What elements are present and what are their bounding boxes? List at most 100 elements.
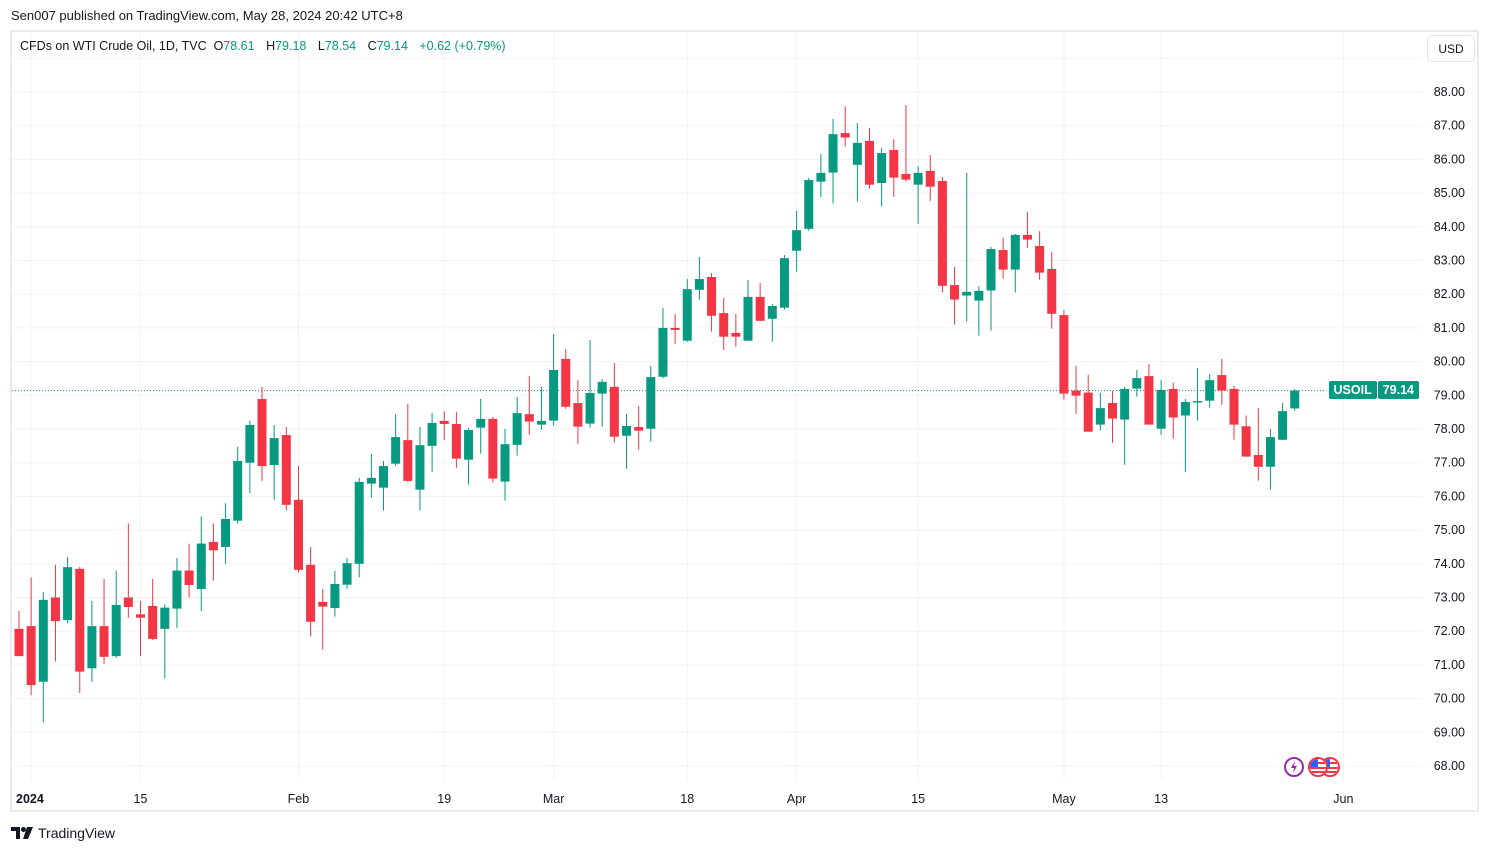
time-tick-label: Mar xyxy=(543,792,565,806)
candle-down xyxy=(1022,211,1032,248)
candle-body xyxy=(99,626,109,657)
time-tick-label: 13 xyxy=(1154,792,1168,806)
candle-body xyxy=(743,296,753,341)
candle-up xyxy=(427,412,437,473)
candle-down xyxy=(14,610,24,657)
time-tick-label: 19 xyxy=(437,792,451,806)
candle-down xyxy=(950,266,960,325)
candle-up xyxy=(792,210,802,272)
price-tick-label: 79.00 xyxy=(1434,388,1465,402)
candle-up xyxy=(354,477,364,578)
candle-down xyxy=(1047,252,1057,329)
candle-body xyxy=(755,296,765,321)
candle-body xyxy=(1193,401,1203,403)
candle-up xyxy=(804,177,814,231)
candle-body xyxy=(609,386,619,437)
candle-down xyxy=(573,380,583,444)
candles xyxy=(14,105,1300,723)
candle-up xyxy=(1156,380,1166,435)
candle-up xyxy=(245,420,255,494)
candle-up xyxy=(658,308,668,379)
candle-up xyxy=(816,154,826,197)
candle-body xyxy=(913,172,923,185)
candle-down xyxy=(707,272,717,332)
candle-up xyxy=(38,592,48,723)
candle-body xyxy=(682,289,692,341)
candle-down xyxy=(1253,408,1263,481)
candle-body xyxy=(38,599,48,682)
last-price-symbol: USOIL xyxy=(1328,381,1377,399)
candle-up xyxy=(87,600,97,682)
candle-down xyxy=(524,376,534,435)
candle-up xyxy=(476,399,486,454)
candle-body xyxy=(476,418,486,428)
candle-body xyxy=(634,426,644,431)
candle-down xyxy=(136,600,145,657)
candle-body xyxy=(828,134,838,173)
lightning-event-icon[interactable] xyxy=(1284,757,1304,777)
candle-body xyxy=(26,626,36,686)
time-tick-label: 15 xyxy=(134,792,148,806)
candle-body xyxy=(403,440,413,481)
price-tick-label: 85.00 xyxy=(1434,186,1465,200)
price-tick-label: 68.00 xyxy=(1434,759,1465,773)
candle-body xyxy=(1120,388,1130,420)
candle-body xyxy=(379,466,388,488)
candle-body xyxy=(865,140,874,185)
candle-body xyxy=(1083,392,1093,432)
candle-body xyxy=(731,332,741,337)
candle-body xyxy=(889,149,899,178)
candle-body xyxy=(937,180,947,286)
candle-down xyxy=(755,283,765,321)
candle-down xyxy=(439,411,449,441)
candle-down xyxy=(281,426,291,511)
close-value: 79.14 xyxy=(376,39,408,53)
price-tick-label: 81.00 xyxy=(1434,321,1465,335)
candle-down xyxy=(609,362,619,443)
publish-info: Sen007 published on TradingView.com, May… xyxy=(11,8,403,23)
candle-down xyxy=(1071,365,1081,414)
symbol-title: CFDs on WTI Crude Oil, 1D, TVC xyxy=(20,39,207,53)
open-value: 78.61 xyxy=(223,39,255,53)
candle-body xyxy=(536,420,546,425)
candle-body xyxy=(1108,403,1117,419)
candle-body xyxy=(184,570,194,586)
candle-body xyxy=(1205,380,1215,401)
candle-down xyxy=(865,128,874,189)
candle-up xyxy=(269,424,279,500)
candle-up xyxy=(694,257,704,300)
candle-up xyxy=(622,414,631,469)
candle-up xyxy=(391,413,401,467)
candle-body xyxy=(561,358,571,407)
candle-body xyxy=(257,399,267,467)
price-tick-label: 77.00 xyxy=(1434,456,1465,470)
price-tick-label: 70.00 xyxy=(1434,692,1465,706)
candle-body xyxy=(622,425,631,436)
candle-down xyxy=(998,237,1008,279)
candle-up xyxy=(1205,374,1215,408)
candle-up xyxy=(767,303,777,342)
close-label: C xyxy=(367,39,377,53)
candle-body xyxy=(597,381,607,394)
low-value: 78.54 xyxy=(324,39,357,53)
candle-up xyxy=(233,446,243,524)
price-tick-label: 74.00 xyxy=(1434,557,1465,571)
candle-body xyxy=(342,563,352,585)
candle-up xyxy=(913,166,923,224)
candle-body xyxy=(792,230,802,251)
currency-button[interactable]: USD xyxy=(1427,35,1475,62)
candle-down xyxy=(1059,310,1069,400)
candle-down xyxy=(451,412,461,468)
tradingview-logo[interactable]: TradingView xyxy=(11,825,115,841)
symbol-legend: CFDs on WTI Crude Oil, 1D, TVC O78.61 H7… xyxy=(20,39,514,53)
candle-body xyxy=(500,444,510,482)
candle-body xyxy=(488,418,498,479)
candle-down xyxy=(1229,385,1239,440)
candle-down xyxy=(148,578,158,640)
candle-up xyxy=(986,247,996,331)
price-tick-label: 71.00 xyxy=(1434,658,1465,672)
us-flag-event-icon[interactable] xyxy=(1308,757,1328,777)
candle-down xyxy=(75,567,85,693)
candle-up xyxy=(743,280,753,341)
